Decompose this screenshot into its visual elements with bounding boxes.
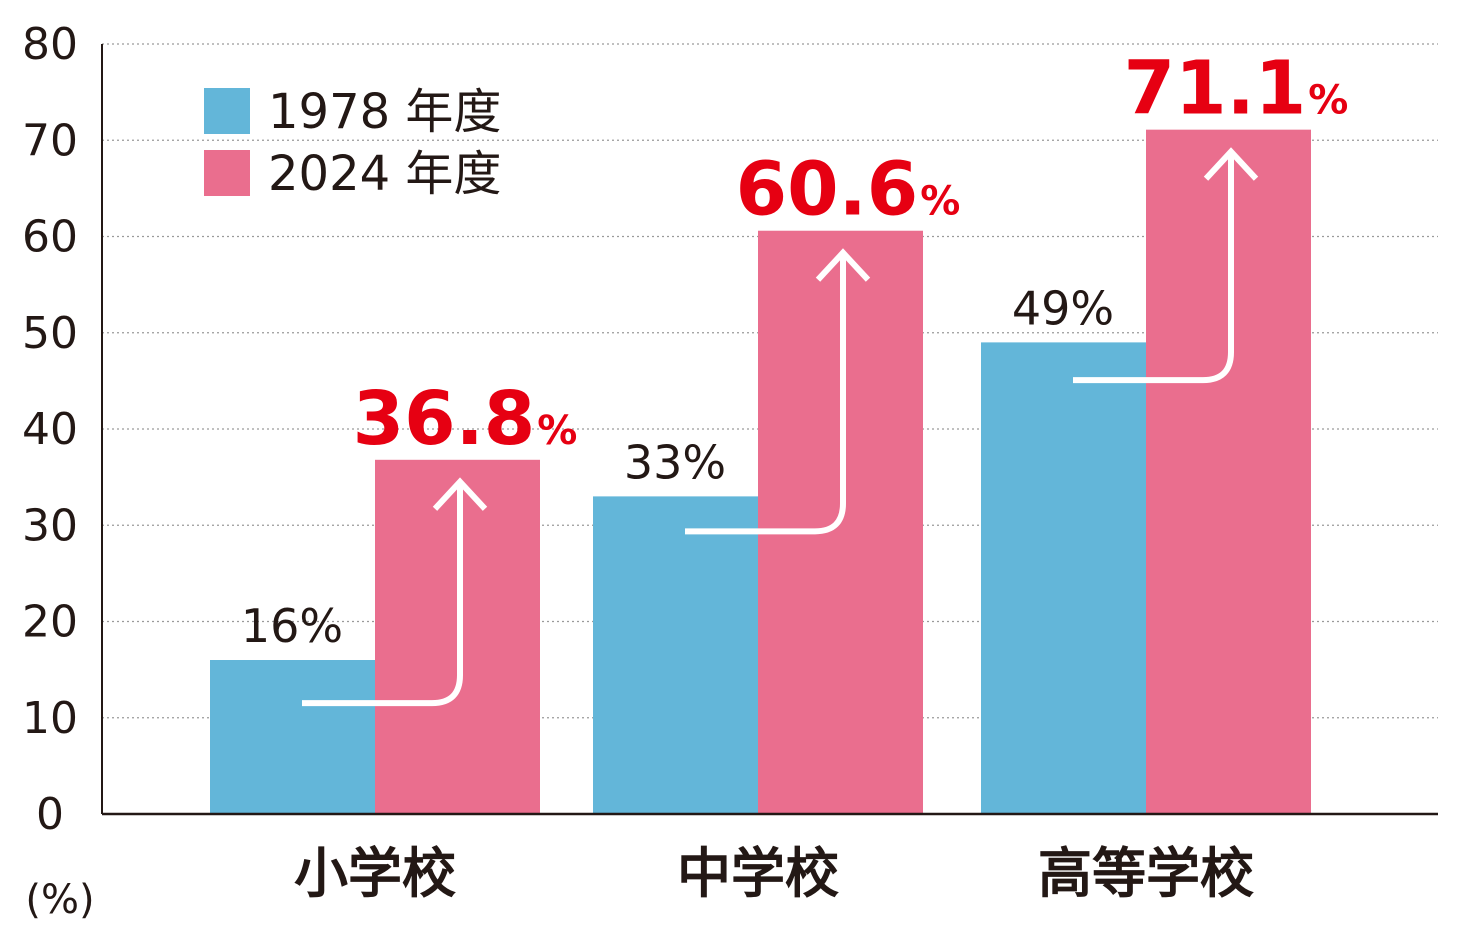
- value-unit-2024: %: [537, 408, 577, 454]
- data-labels: 16% 36.8% 33% 60.6% 49% 71.1%: [241, 46, 1348, 653]
- axes: 0 10 20 30 40 50 60 70 80 (%) 小学校 中学校 高等学校: [22, 19, 1438, 923]
- y-tick-label: 50: [22, 308, 78, 359]
- y-tick-label: 60: [22, 212, 78, 263]
- legend-label: 1978 年度: [268, 84, 501, 140]
- legend-label: 2024 年度: [268, 146, 501, 202]
- bar-1978: [593, 496, 758, 814]
- growth-arrow-head: [1203, 147, 1259, 181]
- value-label-2024: 36.8%: [353, 376, 578, 462]
- value-label-1978: 16%: [241, 599, 343, 653]
- growth-arrow-head: [815, 248, 871, 282]
- value-unit-2024: %: [1308, 78, 1348, 124]
- x-category-label: 高等学校: [1038, 842, 1254, 905]
- value-number-2024: 71.1: [1124, 46, 1307, 132]
- x-category-label: 小学校: [294, 842, 456, 905]
- legend-swatch: [204, 88, 250, 134]
- value-unit-2024: %: [920, 179, 960, 225]
- growth-arrow: [685, 256, 846, 535]
- bar-1978: [981, 342, 1146, 814]
- value-label-1978: 33%: [624, 435, 726, 489]
- growth-arrows: [302, 147, 1259, 707]
- legend: 1978 年度 2024 年度: [204, 84, 501, 202]
- value-number-2024: 36.8: [353, 376, 536, 462]
- value-number-2024: 60.6: [736, 147, 919, 233]
- value-label-2024: 60.6%: [736, 147, 961, 233]
- y-tick-label: 0: [36, 789, 64, 840]
- y-tick-label: 70: [22, 115, 78, 166]
- y-tick-label: 80: [22, 19, 78, 70]
- growth-arrow: [1073, 155, 1234, 384]
- bar-1978: [210, 660, 375, 814]
- value-label-1978: 49%: [1012, 281, 1114, 335]
- legend-swatch: [204, 150, 250, 196]
- y-tick-label: 40: [22, 404, 78, 455]
- y-unit-label: (%): [25, 877, 94, 923]
- growth-arrow-head: [432, 477, 488, 511]
- value-label-2024: 71.1%: [1124, 46, 1349, 132]
- growth-arrow: [302, 485, 463, 707]
- y-tick-label: 20: [22, 597, 78, 648]
- x-category-label: 中学校: [677, 842, 839, 905]
- y-tick-label: 10: [22, 693, 78, 744]
- y-tick-label: 30: [22, 500, 78, 551]
